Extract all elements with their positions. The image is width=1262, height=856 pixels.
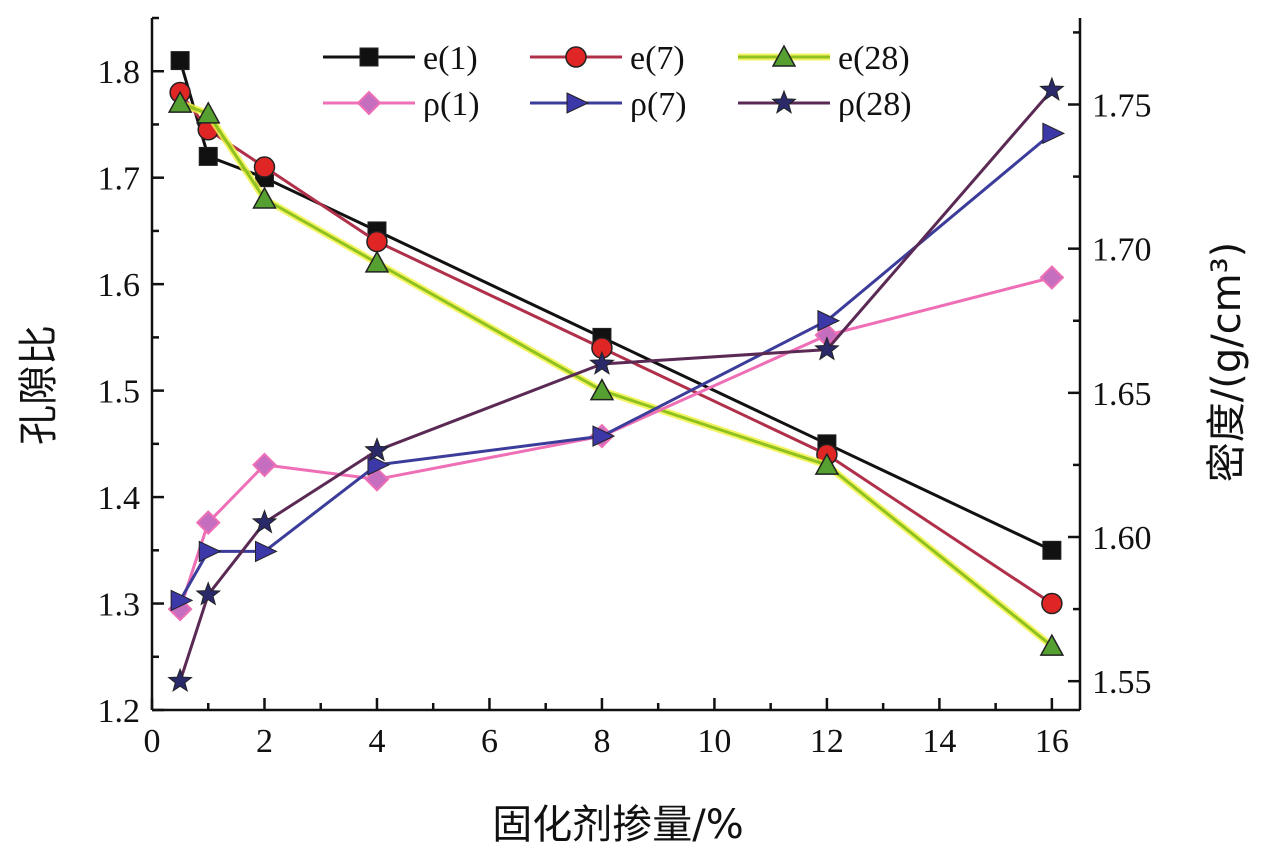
y-right-tick-label: 1.65 bbox=[1092, 376, 1152, 413]
series-line bbox=[178, 91, 1053, 605]
y-right-tick-label: 1.75 bbox=[1092, 88, 1152, 125]
legend-item: e(7) bbox=[530, 40, 685, 77]
x-tick-label: 2 bbox=[256, 723, 273, 760]
y-right-tick-label: 1.55 bbox=[1092, 664, 1152, 701]
data-point bbox=[1039, 76, 1065, 101]
y-left-tick-label: 1.8 bbox=[98, 54, 141, 91]
data-point bbox=[589, 350, 615, 375]
data-point bbox=[817, 309, 841, 332]
y-left-tick-label: 1.5 bbox=[98, 374, 141, 411]
data-point bbox=[252, 452, 277, 478]
legend-item: e(1) bbox=[323, 40, 478, 77]
series-layer bbox=[167, 51, 1066, 693]
data-point bbox=[195, 510, 221, 535]
series-line bbox=[179, 101, 1053, 648]
data-point bbox=[195, 101, 221, 124]
y-right-tick-label: 1.60 bbox=[1092, 520, 1152, 557]
y-right-tick-label: 1.70 bbox=[1092, 232, 1152, 269]
series-line bbox=[178, 60, 1053, 552]
data-point bbox=[364, 437, 390, 462]
data-point bbox=[167, 667, 193, 693]
x-tick-label: 6 bbox=[481, 723, 498, 760]
data-point bbox=[814, 452, 840, 475]
x-axis-title: 固化剂掺量/% bbox=[492, 802, 743, 848]
series-2 bbox=[167, 90, 1065, 656]
data-point bbox=[198, 540, 222, 563]
y-axis-title-left: 孔隙比 bbox=[16, 325, 62, 445]
data-point bbox=[198, 146, 218, 166]
data-point bbox=[364, 250, 390, 273]
series-5 bbox=[167, 76, 1065, 693]
legend-item: e(28) bbox=[738, 40, 910, 77]
data-point bbox=[252, 186, 277, 209]
data-point bbox=[170, 51, 190, 71]
x-tick-label: 16 bbox=[1035, 723, 1069, 760]
legend-marker bbox=[566, 92, 590, 114]
y-left-tick-label: 1.6 bbox=[98, 267, 141, 304]
data-point bbox=[589, 378, 615, 401]
legend-label: ρ(1) bbox=[423, 86, 480, 123]
legend-marker bbox=[565, 46, 587, 68]
y-left-tick-label: 1.3 bbox=[98, 587, 141, 624]
data-point bbox=[592, 425, 616, 447]
data-point bbox=[366, 230, 388, 253]
series-line-glow bbox=[178, 99, 1055, 649]
series-4 bbox=[170, 122, 1066, 612]
legend-marker bbox=[771, 44, 797, 67]
series-line bbox=[178, 89, 1054, 682]
legend-item: ρ(7) bbox=[530, 86, 687, 123]
data-point bbox=[167, 90, 193, 113]
x-tick-label: 12 bbox=[810, 723, 844, 760]
data-point bbox=[364, 466, 390, 492]
legend-marker bbox=[771, 89, 797, 114]
legend-item: ρ(1) bbox=[323, 86, 480, 123]
x-tick-label: 14 bbox=[922, 723, 956, 760]
series-line bbox=[178, 276, 1053, 610]
y-left-tick-label: 1.7 bbox=[98, 161, 141, 198]
legend-label: e(7) bbox=[630, 40, 685, 77]
y-left-tick-label: 1.4 bbox=[98, 480, 141, 517]
x-tick-label: 10 bbox=[697, 723, 731, 760]
data-point bbox=[1041, 592, 1063, 615]
legend-label: e(28) bbox=[838, 40, 910, 77]
data-point bbox=[1042, 540, 1062, 560]
legend: e(1) e(7) e(28) ρ(1) ρ(7) ρ(28) bbox=[323, 40, 912, 123]
legend-item: ρ(28) bbox=[738, 86, 912, 123]
x-tick-label: 0 bbox=[144, 723, 161, 760]
data-point bbox=[251, 509, 278, 534]
series-line bbox=[178, 132, 1053, 602]
legend-label: e(1) bbox=[423, 40, 478, 77]
data-point bbox=[254, 540, 278, 563]
data-point bbox=[170, 589, 194, 612]
series-1 bbox=[169, 81, 1063, 615]
y-axis-title-right: 密度/(g/cm³) bbox=[1204, 242, 1250, 483]
data-point bbox=[814, 336, 840, 361]
data-point bbox=[253, 156, 276, 178]
legend-label: ρ(28) bbox=[838, 86, 912, 123]
series-0 bbox=[170, 51, 1062, 560]
data-point bbox=[1039, 265, 1065, 290]
data-point bbox=[195, 581, 222, 606]
series-3 bbox=[167, 265, 1065, 622]
legend-marker bbox=[356, 90, 382, 116]
data-point bbox=[367, 454, 391, 476]
x-tick-label: 8 bbox=[593, 723, 610, 760]
data-point bbox=[1039, 633, 1065, 656]
axes: 0 2 4 6 8 10 12 14 16 1.2 1.3 1.4 1.5 1.6 1.7 1.8 1.55 1.… bbox=[98, 16, 1152, 760]
x-tick-label: 4 bbox=[368, 723, 385, 760]
data-point bbox=[1042, 122, 1066, 145]
legend-marker bbox=[359, 47, 379, 67]
legend-label: ρ(7) bbox=[630, 86, 687, 123]
y-left-tick-label: 1.2 bbox=[98, 693, 141, 730]
